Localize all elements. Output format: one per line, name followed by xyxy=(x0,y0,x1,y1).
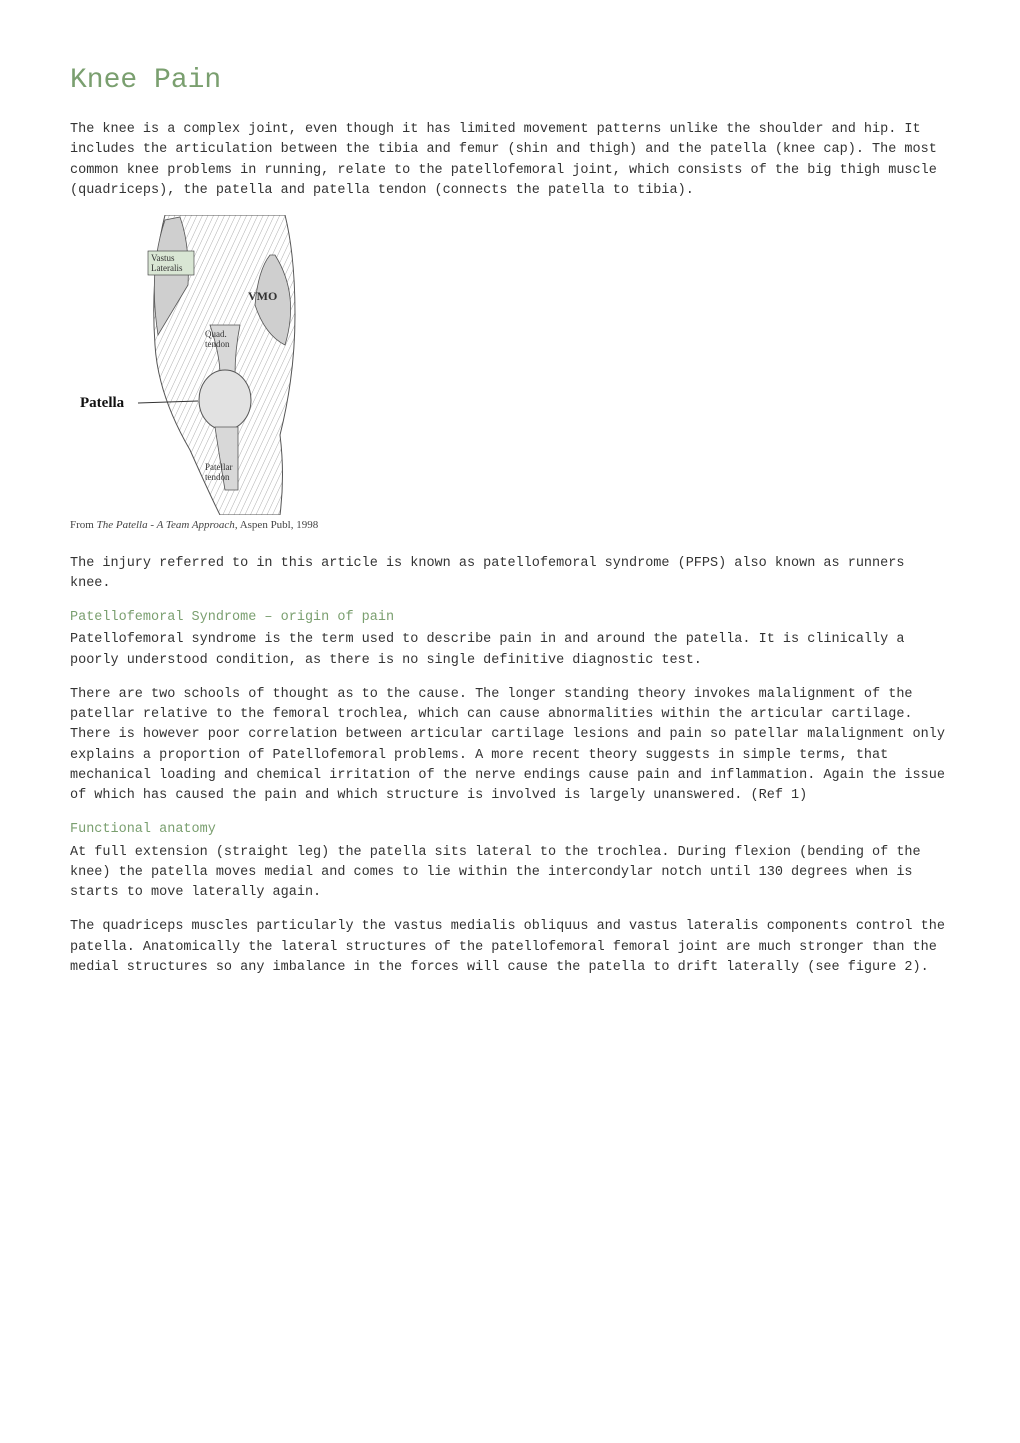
intro-paragraph: The knee is a complex joint, even though… xyxy=(70,120,950,201)
svg-text:Lateralis: Lateralis xyxy=(151,263,183,273)
svg-text:VMO: VMO xyxy=(248,289,277,303)
section1-para2: There are two schools of thought as to t… xyxy=(70,685,950,807)
caption-suffix: , Aspen Publ, 1998 xyxy=(235,519,318,531)
svg-text:Patella: Patella xyxy=(80,395,125,411)
svg-text:Quad.: Quad. xyxy=(205,329,227,339)
section-heading-origin: Patellofemoral Syndrome – origin of pain xyxy=(70,608,950,628)
label-quad-tendon: Quad. tendon xyxy=(205,329,230,349)
label-vmo: VMO xyxy=(248,289,277,303)
figure-caption: From The Patella - A Team Approach, Aspe… xyxy=(70,517,340,534)
svg-text:tendon: tendon xyxy=(205,339,230,349)
caption-prefix: From xyxy=(70,519,97,531)
label-vastus-lateralis: Vastus Lateralis xyxy=(148,251,194,275)
patella-shape xyxy=(199,370,251,430)
caption-italic: The Patella - A Team Approach xyxy=(97,519,235,531)
label-patellar-tendon: Patellar tendon xyxy=(205,462,233,482)
section-heading-anatomy: Functional anatomy xyxy=(70,820,950,840)
svg-text:tendon: tendon xyxy=(205,472,230,482)
knee-anatomy-illustration: Vastus Lateralis VMO Quad. tendon Patell… xyxy=(70,215,340,515)
section2-para2: The quadriceps muscles particularly the … xyxy=(70,917,950,978)
svg-text:Vastus: Vastus xyxy=(151,253,175,263)
injury-paragraph: The injury referred to in this article i… xyxy=(70,554,950,595)
page-title: Knee Pain xyxy=(70,60,950,102)
section1-para1: Patellofemoral syndrome is the term used… xyxy=(70,630,950,671)
svg-text:Patellar: Patellar xyxy=(205,462,233,472)
knee-anatomy-figure: Vastus Lateralis VMO Quad. tendon Patell… xyxy=(70,215,340,534)
section2-para1: At full extension (straight leg) the pat… xyxy=(70,843,950,904)
